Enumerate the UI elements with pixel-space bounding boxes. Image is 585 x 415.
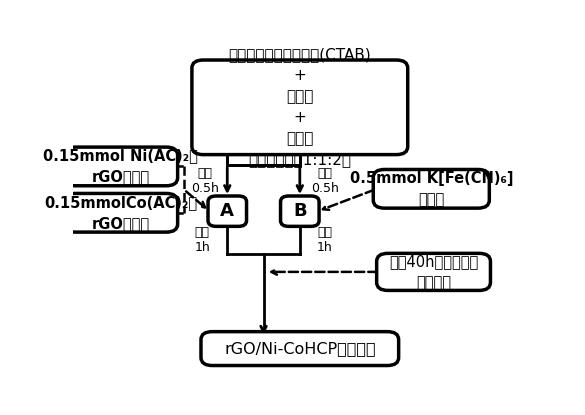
Text: 0.15mmolCo(AC)₂的
rGO水溶液: 0.15mmolCo(AC)₂的 rGO水溶液 (44, 195, 197, 231)
Text: B: B (293, 202, 307, 220)
FancyBboxPatch shape (201, 332, 398, 366)
Text: 搞拌
1h: 搞拌 1h (194, 225, 210, 254)
Text: 搞拌
1h: 搞拌 1h (317, 225, 333, 254)
Text: 十六烷基三甲基溴化胺(CTAB)
+
正丁醇
+
异辛烷
（混合质量比1:1:2）: 十六烷基三甲基溴化胺(CTAB) + 正丁醇 + 异辛烷 （混合质量比1:1:2… (228, 47, 371, 167)
Text: 0.5mmol K[Fe(CN)₆]
水溶液: 0.5mmol K[Fe(CN)₆] 水溶液 (350, 171, 513, 207)
FancyBboxPatch shape (64, 147, 178, 186)
Text: 陈制40h，离心清洗
真空干燥: 陈制40h，离心清洗 真空干燥 (389, 254, 478, 290)
FancyBboxPatch shape (208, 196, 246, 226)
FancyBboxPatch shape (64, 193, 178, 232)
Text: A: A (221, 202, 234, 220)
FancyBboxPatch shape (377, 253, 490, 290)
Text: 0.15mmol Ni(AC)₂的
rGO水溶液: 0.15mmol Ni(AC)₂的 rGO水溶液 (43, 149, 198, 184)
Text: 搞拌
0.5h: 搞拌 0.5h (311, 167, 339, 195)
FancyBboxPatch shape (192, 60, 408, 155)
FancyBboxPatch shape (281, 196, 319, 226)
FancyBboxPatch shape (373, 169, 489, 208)
Text: 搞拌
0.5h: 搞拌 0.5h (191, 167, 219, 195)
Text: rGO/Ni-CoHCP复合材料: rGO/Ni-CoHCP复合材料 (224, 341, 376, 356)
